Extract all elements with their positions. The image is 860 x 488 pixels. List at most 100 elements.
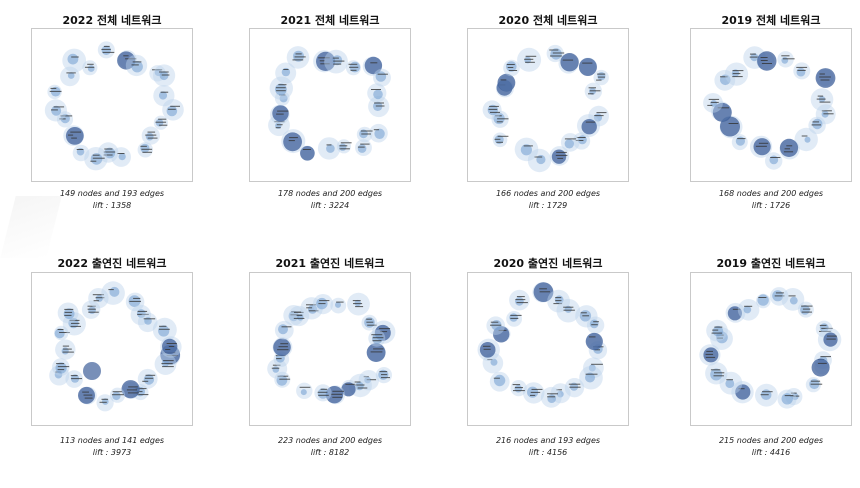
node-label [320, 388, 328, 390]
node-label [555, 154, 568, 156]
network-node [145, 132, 154, 141]
node-label [506, 64, 515, 65]
node-label [732, 76, 743, 78]
node-label [381, 377, 390, 379]
node-label [142, 151, 152, 153]
node-label [496, 121, 503, 123]
node-label [70, 131, 82, 133]
network-node [811, 358, 830, 377]
node-label [145, 374, 156, 376]
node-label [168, 346, 175, 347]
network-node [781, 56, 789, 64]
network-node [556, 390, 564, 398]
network-node [497, 73, 516, 92]
node-label [318, 303, 326, 305]
node-label [49, 90, 62, 92]
node-label [710, 369, 721, 371]
node-label [819, 73, 825, 75]
node-edge-caption: 113 nodes and 141 edges [59, 436, 165, 445]
node-label [375, 105, 385, 107]
node-label [810, 383, 823, 385]
node-label [821, 327, 833, 329]
node-label [710, 101, 719, 103]
node-label [820, 356, 831, 358]
node-label [594, 349, 600, 351]
node-label [705, 356, 716, 358]
node-label [539, 291, 551, 293]
node-label [57, 329, 64, 330]
node-label [523, 145, 533, 147]
network-node [54, 328, 65, 339]
node-label [296, 314, 303, 316]
network-node [118, 153, 126, 161]
node-label [326, 144, 332, 146]
lift-caption: lift : 1729 [528, 201, 568, 210]
node-label [713, 375, 724, 377]
node-label [64, 311, 73, 313]
node-label [547, 396, 556, 398]
node-label [348, 63, 358, 65]
node-label [550, 55, 562, 57]
node-label [525, 55, 537, 57]
node-label [493, 377, 500, 379]
node-label [811, 380, 821, 382]
node-label [483, 345, 491, 347]
node-label [553, 303, 563, 305]
node-label [589, 90, 601, 92]
network-node [375, 71, 387, 82]
network-node [112, 391, 121, 401]
node-label [706, 350, 713, 352]
node-label [749, 56, 759, 58]
node-label [152, 69, 163, 71]
network-node [743, 305, 752, 314]
node-label [556, 389, 562, 391]
node-label [275, 87, 286, 89]
node-label [555, 297, 562, 299]
node-label [496, 141, 503, 143]
node-label [136, 391, 143, 393]
network-node [102, 398, 109, 405]
node-label [62, 351, 74, 353]
node-label [159, 71, 169, 73]
network-node [61, 347, 69, 355]
network-node [159, 71, 169, 81]
network-node [536, 154, 546, 165]
node-label [83, 394, 93, 396]
lift-caption: lift : 4156 [528, 448, 568, 457]
node-label [534, 156, 543, 158]
node-label [336, 301, 344, 303]
network-node [560, 53, 579, 72]
network-node [585, 372, 595, 383]
node-label [283, 69, 289, 70]
node-label [717, 107, 729, 109]
node-label [711, 332, 723, 334]
node-label [90, 160, 97, 162]
network-node [317, 388, 329, 399]
node-label [92, 154, 100, 156]
node-label [712, 329, 719, 331]
node-label [371, 334, 383, 336]
node-label [288, 140, 295, 142]
lift-caption: lift : 4416 [751, 448, 791, 457]
network-node [300, 389, 307, 396]
network-node [712, 325, 724, 337]
network-node [524, 56, 532, 64]
node-label [497, 118, 509, 120]
node-label [366, 318, 372, 320]
panel-title: 2019 출연진 네트워크 [716, 257, 826, 270]
node-label [797, 69, 806, 71]
node-label [361, 133, 371, 135]
network-graph [249, 28, 411, 182]
lift-caption: lift : 3973 [92, 448, 132, 457]
node-label [294, 56, 306, 58]
node-label [158, 124, 168, 126]
node-label [291, 311, 302, 313]
node-label [271, 367, 280, 369]
node-label [783, 151, 794, 153]
node-label [277, 349, 289, 351]
node-label [354, 384, 365, 386]
node-label [161, 74, 170, 76]
network-node [273, 338, 291, 357]
node-label [514, 387, 523, 389]
node-label [70, 325, 81, 327]
